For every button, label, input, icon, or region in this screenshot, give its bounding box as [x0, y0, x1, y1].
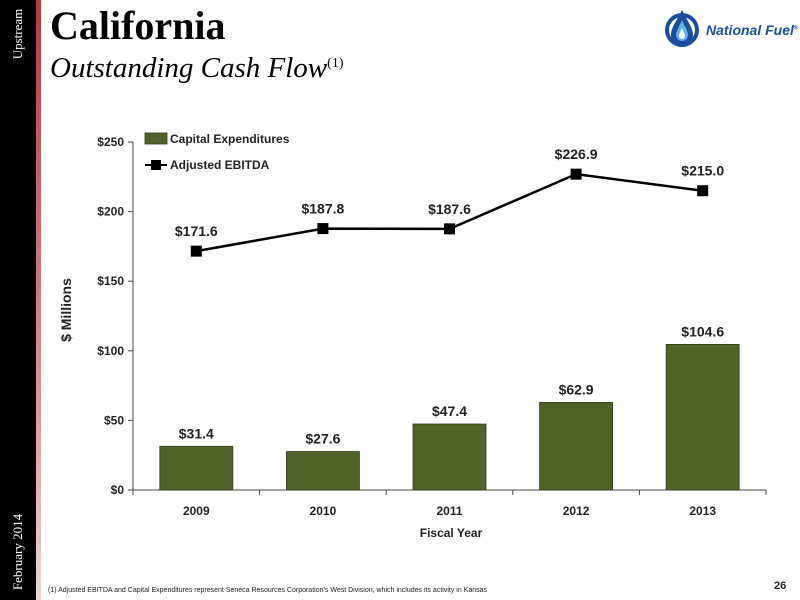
- logo-wordmark: National Fuel®: [706, 22, 798, 38]
- y-tick-label: $250: [97, 135, 124, 149]
- x-tick-label: 2012: [563, 504, 590, 518]
- line-marker-adjusted-ebitda: [697, 185, 709, 197]
- x-tick-label: 2013: [689, 504, 716, 518]
- company-logo: National Fuel®: [662, 6, 798, 50]
- sidebar: Upstream February 2014: [0, 0, 36, 600]
- legend-label-capital-expenditures: Capital Expenditures: [170, 132, 290, 146]
- bar-capital-expenditures: [285, 451, 360, 491]
- bar-capital-expenditures: [539, 402, 613, 491]
- bar-capital-expenditures: [412, 423, 487, 491]
- line-marker-adjusted-ebitda: [317, 223, 329, 235]
- flame-drop-icon: [665, 10, 699, 47]
- logo-registered-mark: ®: [793, 25, 799, 32]
- y-tick-label: $50: [104, 413, 124, 427]
- page-number: 26: [774, 580, 787, 592]
- line-value-label: $171.6: [175, 223, 218, 239]
- subtitle-text: Outstanding Cash Flow: [50, 52, 328, 84]
- line-value-label: $187.6: [428, 201, 471, 217]
- x-axis-label: Fiscal Year: [420, 526, 483, 540]
- legend-marker-adjusted-ebitda: [151, 160, 161, 170]
- sidebar-accent-stripe: [36, 0, 41, 600]
- bar-value-label: $104.6: [681, 323, 724, 339]
- y-tick-label: $0: [111, 483, 125, 497]
- y-tick-label: $200: [97, 205, 124, 219]
- bar-value-label: $27.6: [305, 431, 340, 447]
- x-tick-label: 2009: [183, 504, 210, 518]
- line-marker-adjusted-ebitda: [190, 245, 202, 257]
- bar-value-label: $62.9: [559, 381, 594, 397]
- line-marker-adjusted-ebitda: [444, 223, 455, 235]
- legend-label-adjusted-ebitda: Adjusted EBITDA: [170, 158, 270, 172]
- legend-swatch-capital-expenditures: [144, 132, 168, 145]
- x-tick-label: 2011: [436, 504, 462, 518]
- line-value-label: $226.9: [555, 146, 598, 162]
- y-tick-label: $100: [97, 344, 124, 358]
- bar-capital-expenditures: [159, 445, 234, 491]
- y-axis-label: $ Millions: [58, 278, 74, 342]
- line-value-label: $187.8: [301, 201, 344, 217]
- footnote: (1) Adjusted EBITDA and Capital Expendit…: [48, 587, 488, 594]
- page-subtitle: Outstanding Cash Flow(1): [50, 52, 343, 85]
- page-title: California: [50, 3, 226, 48]
- subtitle-footnote-marker: (1): [327, 56, 344, 71]
- line-marker-adjusted-ebitda: [570, 168, 582, 180]
- y-tick-label: $150: [97, 274, 124, 288]
- bar-capital-expenditures: [665, 343, 740, 491]
- x-tick-label: 2010: [310, 504, 337, 518]
- line-value-label: $215.0: [681, 163, 724, 179]
- bar-value-label: $47.4: [432, 403, 467, 419]
- bar-value-label: $31.4: [179, 425, 214, 441]
- logo-text: National Fuel: [706, 22, 794, 38]
